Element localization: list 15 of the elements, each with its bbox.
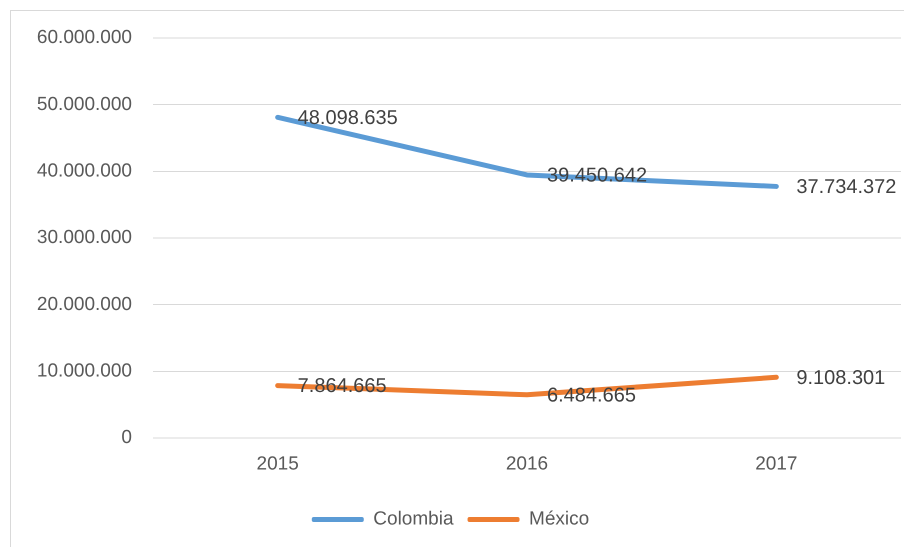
y-tick-label: 40.000.000 [36, 160, 132, 182]
data-label: 37.734.372 [796, 176, 896, 198]
y-tick-label: 20.000.000 [36, 294, 132, 315]
x-tick-label: 2015 [256, 454, 299, 475]
x-tick-label: 2016 [506, 454, 548, 475]
y-tick-label: 60.000.000 [36, 27, 132, 48]
data-label: 48.098.635 [298, 106, 398, 129]
y-tick-label: 50.000.000 [36, 94, 132, 115]
legend-label: Colombia [373, 508, 454, 530]
y-tick-label: 10.000.000 [36, 360, 132, 382]
y-tick-label: 0 [121, 427, 132, 448]
legend-label: México [529, 508, 590, 530]
x-tick-label: 2017 [755, 454, 798, 475]
data-label: 9.108.301 [796, 366, 886, 389]
y-tick-label: 30.000.000 [36, 227, 132, 248]
